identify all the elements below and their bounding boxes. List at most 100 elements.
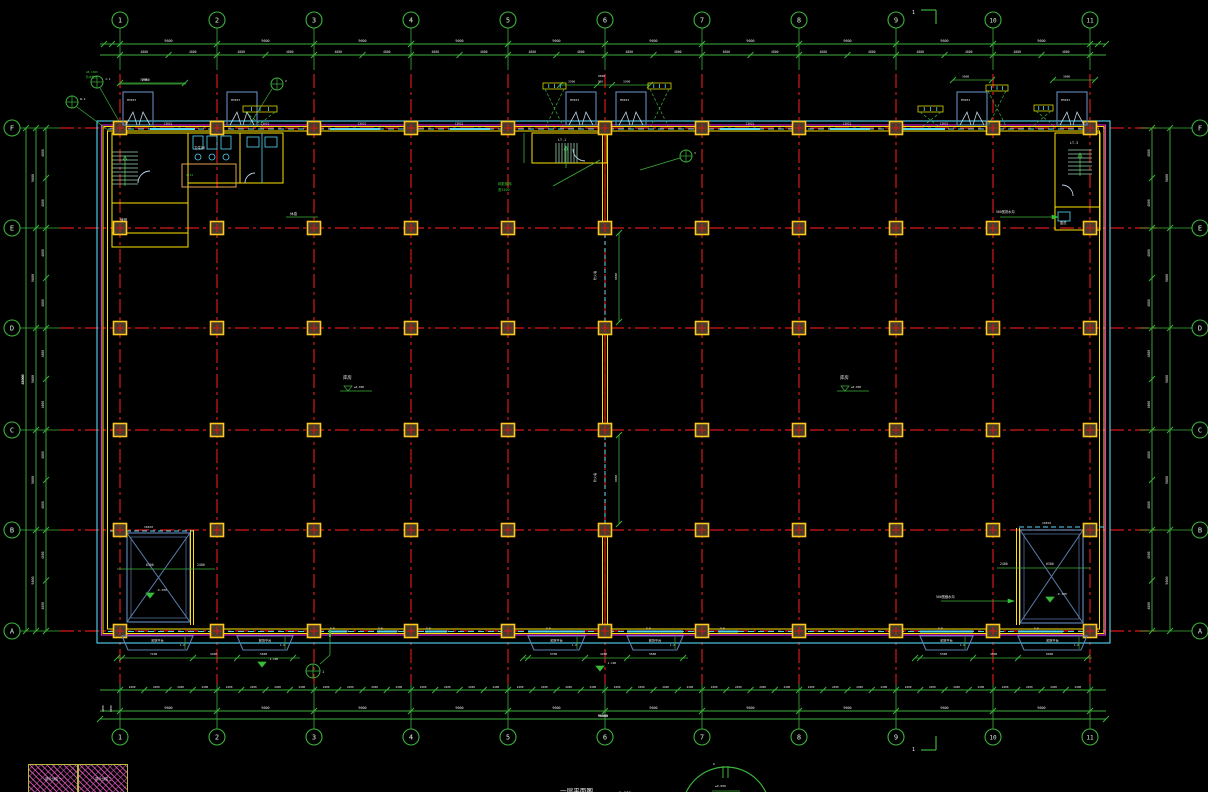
canopy: M3033 bbox=[1056, 91, 1088, 126]
svg-text:M3033: M3033 bbox=[570, 98, 579, 102]
svg-text:1: 1 bbox=[118, 734, 122, 742]
svg-text:6: 6 bbox=[603, 17, 607, 25]
column-marker bbox=[112, 522, 128, 538]
svg-text:4800: 4800 bbox=[529, 50, 537, 54]
column-marker bbox=[694, 220, 710, 236]
column-marker bbox=[888, 522, 904, 538]
svg-text:9600: 9600 bbox=[1037, 706, 1045, 710]
column-marker bbox=[888, 422, 904, 438]
svg-text:2400: 2400 bbox=[978, 685, 985, 689]
svg-text:C3021: C3021 bbox=[358, 122, 367, 126]
axis-bubble-right-B: B bbox=[1191, 521, 1208, 539]
svg-text:4800: 4800 bbox=[189, 50, 197, 54]
svg-text:1: 1 bbox=[912, 10, 915, 16]
column-marker bbox=[306, 120, 322, 136]
svg-text:7: 7 bbox=[700, 734, 704, 742]
svg-text:9600: 9600 bbox=[1165, 174, 1169, 182]
svg-text:宽1500: 宽1500 bbox=[498, 187, 510, 192]
svg-text:11: 11 bbox=[1086, 18, 1094, 25]
svg-text:2400: 2400 bbox=[784, 685, 791, 689]
legend-cell-1-label: 防火分区一 bbox=[44, 777, 62, 782]
svg-text:4800: 4800 bbox=[141, 50, 149, 54]
svg-text:5700: 5700 bbox=[550, 652, 557, 656]
svg-text:2400: 2400 bbox=[953, 685, 960, 689]
axis-bubble-bottom-10: 10 bbox=[984, 728, 1002, 746]
axis-bubble-top-9: 9 bbox=[887, 11, 905, 29]
axis-bubble-right-E: E bbox=[1191, 219, 1208, 237]
svg-text:1.2: 1.2 bbox=[280, 643, 285, 647]
svg-text:±0.000: ±0.000 bbox=[851, 385, 861, 389]
svg-text:4: 4 bbox=[409, 734, 413, 742]
svg-text:防水做法: 防水做法 bbox=[86, 75, 97, 79]
svg-text:C3021: C3021 bbox=[164, 122, 173, 126]
column-marker bbox=[209, 522, 225, 538]
column-marker bbox=[403, 120, 419, 136]
step-strip bbox=[542, 82, 567, 127]
svg-text:4800: 4800 bbox=[41, 199, 45, 207]
svg-text:9600: 9600 bbox=[31, 274, 35, 282]
axis-bubble-right-C: C bbox=[1191, 421, 1208, 439]
svg-text:6900: 6900 bbox=[1046, 652, 1053, 656]
column-marker bbox=[403, 522, 419, 538]
svg-text:4800: 4800 bbox=[41, 551, 45, 559]
axis-bubble-bottom-4: 4 bbox=[402, 728, 420, 746]
svg-text:E: E bbox=[1198, 225, 1202, 233]
column-marker bbox=[1082, 422, 1098, 438]
column-marker bbox=[791, 220, 807, 236]
column-marker bbox=[306, 220, 322, 236]
axis-bubble-left-A: A bbox=[3, 622, 21, 640]
svg-text:4800: 4800 bbox=[1147, 551, 1151, 559]
svg-text:2400: 2400 bbox=[735, 685, 742, 689]
svg-text:4800: 4800 bbox=[41, 602, 45, 610]
column-marker bbox=[403, 320, 419, 336]
axis-bubble-top-5: 5 bbox=[499, 11, 517, 29]
svg-text:2400: 2400 bbox=[197, 563, 205, 567]
svg-text:4800: 4800 bbox=[335, 50, 343, 54]
svg-text:9600: 9600 bbox=[552, 706, 560, 710]
column-marker bbox=[888, 120, 904, 136]
svg-text:2: 2 bbox=[215, 734, 219, 742]
legend-cell-1: 防火分区一 bbox=[28, 764, 78, 792]
svg-text:F: F bbox=[10, 125, 14, 133]
svg-text:4800: 4800 bbox=[771, 50, 779, 54]
svg-text:4800: 4800 bbox=[577, 50, 585, 54]
svg-text:C3021: C3021 bbox=[261, 122, 270, 126]
svg-text:3: 3 bbox=[312, 17, 316, 25]
svg-text:2400: 2400 bbox=[1026, 685, 1033, 689]
svg-text:9600: 9600 bbox=[358, 706, 366, 710]
svg-text:A: A bbox=[10, 628, 15, 636]
loading-docks: 卸货平台 1.2 卸货平台 1.2 卸货平台 1.2 卸货平台 1.2 卸货平台 1.2 卸货平台 1… bbox=[121, 635, 1088, 651]
svg-text:4800: 4800 bbox=[820, 50, 828, 54]
svg-text:8: 8 bbox=[797, 734, 801, 742]
axis-bubble-bottom-3: 3 bbox=[305, 728, 323, 746]
column-marker bbox=[888, 220, 904, 236]
column-marker bbox=[791, 522, 807, 538]
step-strip bbox=[917, 105, 944, 127]
loading-dock: 卸货平台 1.2 bbox=[121, 635, 194, 651]
svg-text:2400: 2400 bbox=[323, 685, 330, 689]
column-marker bbox=[985, 422, 1001, 438]
svg-text:2400: 2400 bbox=[1050, 685, 1057, 689]
svg-text:2400: 2400 bbox=[420, 685, 427, 689]
column-marker bbox=[985, 522, 1001, 538]
svg-text:2400: 2400 bbox=[371, 685, 378, 689]
svg-text:D: D bbox=[1198, 325, 1202, 333]
svg-text:休息: 休息 bbox=[290, 211, 298, 216]
column-marker bbox=[694, 522, 710, 538]
svg-text:W-2: W-2 bbox=[80, 97, 86, 101]
svg-text:1.2: 1.2 bbox=[1074, 643, 1079, 647]
svg-text:2400: 2400 bbox=[614, 685, 621, 689]
svg-text:卸货平台: 卸货平台 bbox=[259, 638, 271, 643]
svg-text:5600: 5600 bbox=[649, 652, 656, 656]
axis-bubble-left-C: C bbox=[3, 421, 21, 439]
svg-text:9600: 9600 bbox=[843, 706, 851, 710]
column-marker bbox=[597, 120, 613, 136]
svg-text:2400: 2400 bbox=[1075, 685, 1082, 689]
axis-bubble-bottom-6: 6 bbox=[596, 728, 614, 746]
column-marker bbox=[500, 522, 516, 538]
svg-text:4800: 4800 bbox=[1147, 602, 1151, 610]
svg-text:2400: 2400 bbox=[468, 685, 475, 689]
svg-text:M3033: M3033 bbox=[961, 98, 970, 102]
svg-text:9600: 9600 bbox=[746, 39, 754, 43]
